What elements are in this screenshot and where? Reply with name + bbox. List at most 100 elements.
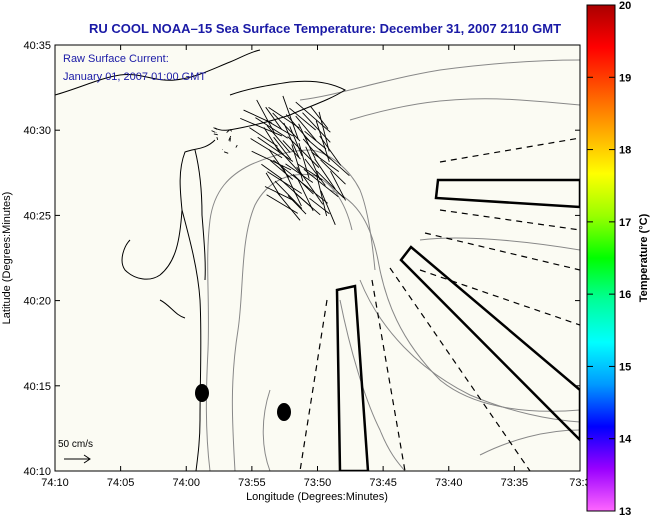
current-vector (273, 136, 292, 160)
dashed-radials (299, 137, 580, 471)
current-vector (311, 151, 340, 172)
current-vector (226, 129, 230, 133)
buoy-marker (195, 384, 209, 402)
y-tick-label: 40:30 (23, 125, 51, 137)
current-vector (211, 130, 216, 133)
colorbar-tick-label: 19 (619, 72, 631, 84)
colorbar-scale (586, 4, 616, 512)
current-vector (285, 163, 314, 183)
current-vector (295, 101, 331, 133)
current-vector (240, 117, 283, 137)
coastline-north (55, 49, 261, 96)
contour-line (205, 149, 376, 471)
current-vector (264, 186, 295, 202)
current-vector (297, 163, 323, 181)
current-vector (265, 172, 281, 196)
current-vector (295, 115, 317, 141)
sector-box (335, 284, 370, 471)
current-vector (304, 130, 327, 150)
coastline (55, 49, 346, 471)
current-vector (268, 107, 300, 129)
current-vector (266, 194, 298, 214)
contour-line (419, 237, 580, 251)
contour-line (339, 299, 406, 471)
current-vector (272, 112, 301, 142)
current-vector (285, 114, 311, 142)
current-vector (294, 192, 321, 216)
x-tick-label: 74:05 (107, 477, 135, 489)
coastline-barrier (194, 149, 206, 281)
current-vector (287, 136, 320, 168)
y-tick-label: 40:10 (23, 466, 51, 478)
current-vector (216, 137, 219, 141)
current-vector (309, 197, 330, 215)
current-label-line2: January 01, 2007 01:00 GMT (63, 71, 206, 83)
x-tick-label: 73:45 (369, 477, 397, 489)
current-vector (276, 191, 301, 221)
current-vector (235, 144, 238, 148)
x-tick-label: 73:40 (435, 477, 463, 489)
current-vector (276, 146, 304, 177)
x-tick-label: 74:00 (172, 477, 200, 489)
dashed-line (424, 232, 580, 271)
x-axis-ticks: 74:10 74:05 74:00 73:55 73:50 73:45 73:40 73:35… (41, 45, 591, 489)
current-vector (304, 158, 326, 186)
current-vector (270, 160, 294, 180)
x-tick-label: 73:55 (238, 477, 266, 489)
x-axis-label: Longitude (Degrees:Minutes) (246, 491, 388, 503)
contour-line (359, 279, 580, 423)
current-vector (282, 140, 301, 160)
current-vector (249, 127, 278, 147)
current-vectors (211, 95, 350, 225)
current-vector (330, 170, 346, 201)
current-vector (251, 150, 292, 171)
current-vector (303, 168, 339, 198)
colorbar-tick-label: 13 (619, 506, 631, 518)
coastline-river (159, 299, 186, 319)
current-vector (316, 170, 345, 199)
current-vector (320, 190, 336, 225)
colorbar-tick-label: 14 (619, 434, 632, 446)
y-axis-label: Latitude (Degrees:Minutes) (1, 192, 13, 325)
current-vector (213, 133, 218, 136)
current-vector (319, 135, 342, 166)
current-vector (287, 195, 307, 215)
colorbar: 20 19 18 17 16 15 14 13 Temperature (°C) (586, 0, 650, 518)
y-tick-label: 40:15 (23, 381, 51, 393)
current-vector (282, 95, 299, 140)
dashed-line (389, 267, 531, 471)
current-vector (228, 135, 232, 141)
current-vector (296, 166, 324, 205)
current-vector (263, 127, 281, 154)
current-vector (274, 180, 303, 209)
y-axis-ticks: 40:35 40:30 40:25 40:20 40:15 40:10 (23, 40, 580, 478)
radar-sectors (335, 178, 580, 471)
colorbar-tick-label: 20 (619, 0, 631, 12)
current-vector (291, 144, 304, 182)
current-vector (281, 165, 302, 207)
contour-line (299, 59, 580, 101)
colorbar-label: Temperature (°C) (638, 213, 650, 302)
x-tick-label: 74:10 (41, 477, 69, 489)
contour-line (349, 98, 580, 121)
colorbar-tick-label: 16 (619, 289, 631, 301)
current-vector (302, 183, 329, 204)
current-vector (289, 107, 316, 131)
x-tick-label: 73:50 (304, 477, 332, 489)
x-tick-label: 73:3 (569, 477, 590, 489)
figure-title: RU COOL NOAA–15 Sea Surface Temperature:… (89, 21, 561, 36)
current-vector (257, 136, 294, 162)
current-vector (305, 146, 321, 181)
current-vector (223, 151, 229, 154)
dashed-line (439, 209, 580, 231)
coastline-shore (181, 209, 202, 471)
current-vector (318, 111, 330, 152)
buoy-marker (277, 403, 291, 421)
current-vector (320, 159, 346, 185)
y-tick-label: 40:25 (23, 210, 51, 222)
dashed-line (299, 299, 328, 471)
contour-line (262, 389, 271, 471)
colorbar-ticks: 20 19 18 17 16 15 14 13 (587, 0, 632, 518)
coastline-inlet (121, 139, 216, 280)
current-vector (250, 138, 283, 159)
